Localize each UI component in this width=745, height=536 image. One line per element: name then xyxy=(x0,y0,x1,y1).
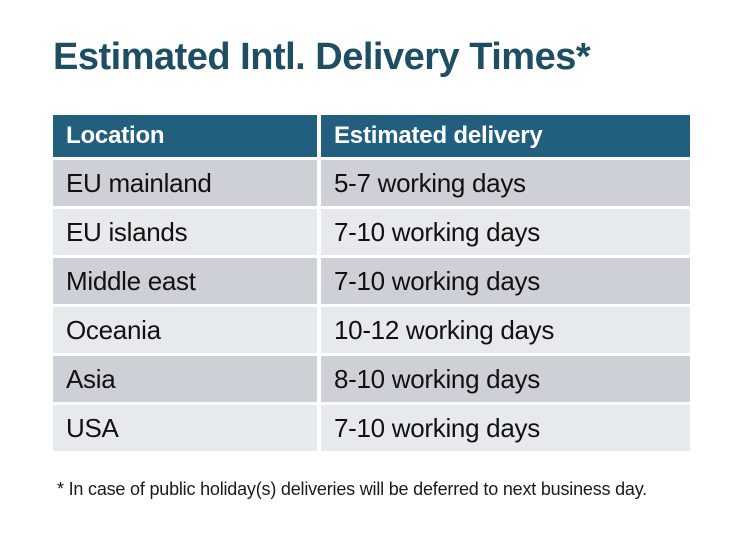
location-cell-usa: USA xyxy=(53,405,317,451)
delivery-times-table: Location Estimated delivery EU mainland … xyxy=(53,115,690,451)
page-title: Estimated Intl. Delivery Times* xyxy=(53,36,591,78)
delivery-cell-eu-islands: 7-10 working days xyxy=(321,209,690,255)
location-cell-eu-islands: EU islands xyxy=(53,209,317,255)
location-cell-asia: Asia xyxy=(53,356,317,402)
delivery-cell-asia: 8-10 working days xyxy=(321,356,690,402)
location-cell-eu-mainland: EU mainland xyxy=(53,160,317,206)
column-header-estimated-delivery: Estimated delivery xyxy=(321,115,690,157)
delivery-cell-oceania: 10-12 working days xyxy=(321,307,690,353)
column-header-location: Location xyxy=(53,115,317,157)
footnote: * In case of public holiday(s) deliverie… xyxy=(57,479,647,499)
delivery-cell-usa: 7-10 working days xyxy=(321,405,690,451)
location-cell-oceania: Oceania xyxy=(53,307,317,353)
delivery-cell-middle-east: 7-10 working days xyxy=(321,258,690,304)
location-cell-middle-east: Middle east xyxy=(53,258,317,304)
delivery-cell-eu-mainland: 5-7 working days xyxy=(321,160,690,206)
